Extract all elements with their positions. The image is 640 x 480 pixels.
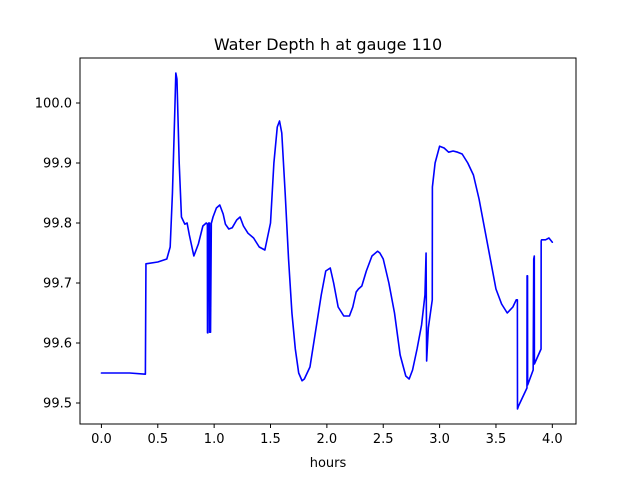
plot-frame	[79, 57, 577, 425]
y-axis: 99.5 99.6 99.7 99.8 99.9 100.0	[35, 97, 80, 412]
x-tick-label: 1.0	[204, 432, 225, 447]
y-tick-label: 99.8	[43, 217, 72, 232]
x-tick-label: 2.5	[373, 432, 394, 447]
series-line-0	[100, 72, 554, 410]
x-axis-title: hours	[310, 456, 347, 471]
x-tick-label: 1.5	[260, 432, 281, 447]
y-tick-label: 99.9	[43, 157, 72, 172]
chart-title: Water Depth h at gauge 110	[214, 35, 442, 54]
x-tick-label: 4.0	[542, 432, 563, 447]
x-tick-label: 0.5	[147, 432, 168, 447]
x-tick-label: 0.0	[91, 432, 112, 447]
x-tick-label: 3.0	[429, 432, 450, 447]
y-tick-label: 100.0	[35, 97, 72, 112]
x-axis: 0.0 0.5 1.0 1.5 2.0 2.5 3.0 3.5 4.0	[91, 424, 563, 447]
series-layer	[100, 72, 554, 410]
plot-area	[80, 58, 576, 424]
y-tick-label: 99.5	[43, 397, 72, 412]
x-tick-label: 2.0	[317, 432, 338, 447]
y-tick-label: 99.7	[43, 277, 72, 292]
x-tick-label: 3.5	[486, 432, 507, 447]
y-tick-label: 99.6	[43, 337, 72, 352]
